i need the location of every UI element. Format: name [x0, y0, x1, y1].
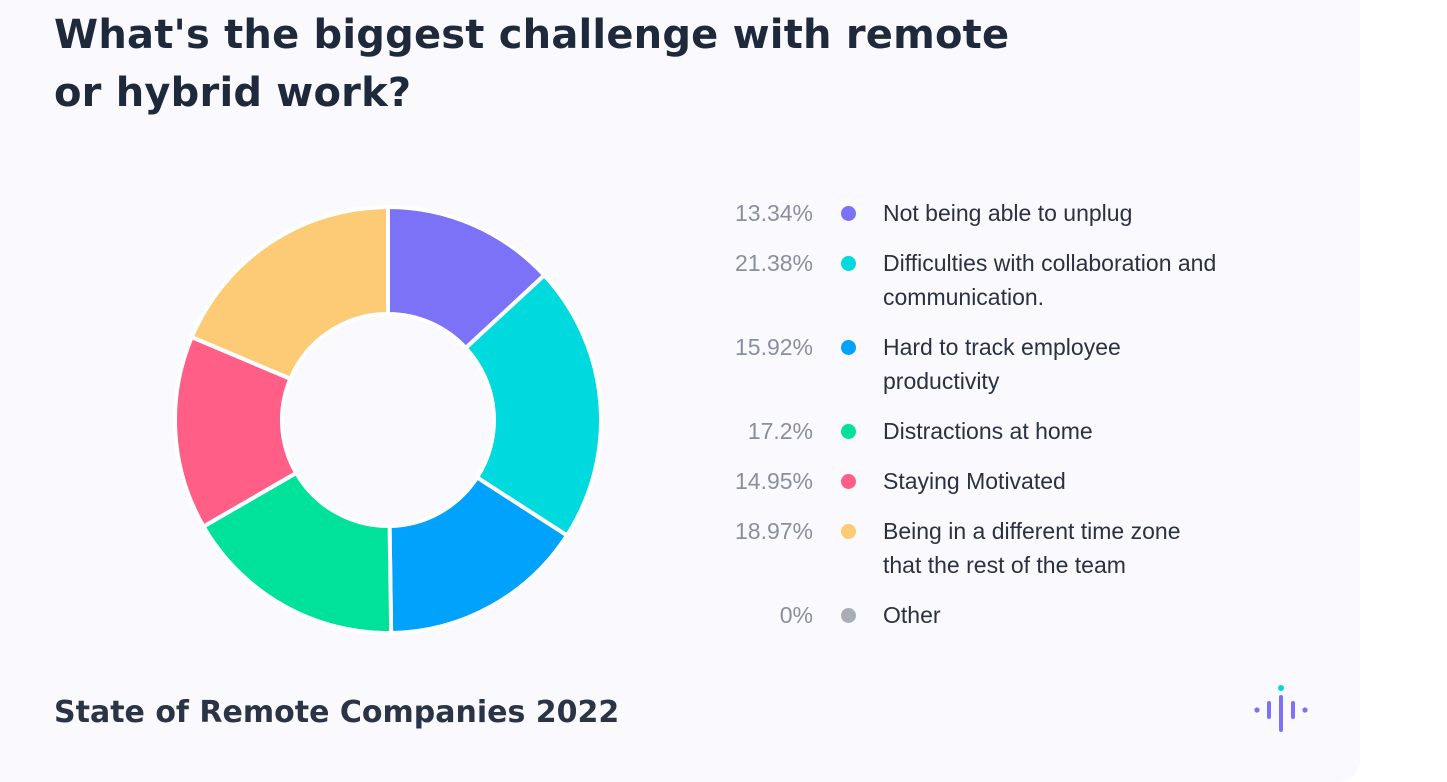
legend-dot-icon — [841, 206, 856, 221]
chart-legend: 13.34% Not being able to unplug 21.38% Diff… — [700, 196, 1260, 648]
legend-label: Distractions at home — [883, 418, 1093, 444]
legend-value: 15.92% — [734, 334, 813, 360]
legend-label: Difficulties with collaboration and comm… — [883, 250, 1217, 310]
donut-slice-1[interactable] — [463, 273, 603, 538]
legend-dot-icon — [841, 424, 856, 439]
legend-label: Not being able to unplug — [883, 200, 1133, 226]
donut-slice-5[interactable] — [189, 205, 390, 381]
legend-value: 18.97% — [734, 518, 813, 544]
legend-value: 0% — [779, 602, 813, 628]
legend-dot-icon — [841, 474, 856, 489]
legend-label: Staying Motivated — [883, 468, 1066, 494]
legend-label: Other — [883, 602, 941, 628]
legend-value: 14.95% — [734, 468, 813, 494]
sound-wave-logo-icon — [1254, 685, 1308, 732]
chart-card: What's the biggest challenge with remote… — [54, 12, 1308, 732]
chart-title: What's the biggest challenge with remote… — [54, 12, 1010, 116]
legend-item[interactable]: 13.34% Not being able to unplug — [700, 196, 1260, 230]
legend-value: 13.34% — [734, 200, 813, 226]
legend-item[interactable]: 15.92% Hard to track employee productivit… — [700, 330, 1260, 398]
donut-slice-3[interactable] — [201, 471, 394, 635]
legend-item[interactable]: 14.95% Staying Motivated — [700, 464, 1260, 498]
footer-caption: State of Remote Companies 2022 — [54, 695, 620, 730]
legend-item[interactable]: 18.97% Being in a different time zone tha… — [700, 514, 1260, 582]
legend-label: Hard to track employee productivity — [883, 334, 1121, 394]
legend-label: Being in a different time zone that the … — [883, 518, 1181, 578]
donut-slice-4[interactable] — [173, 335, 299, 529]
legend-item[interactable]: 17.2% Distractions at home — [700, 414, 1260, 448]
legend-dot-icon — [841, 256, 856, 271]
legend-item[interactable]: 21.38% Difficulties with collaboration an… — [700, 246, 1260, 314]
legend-dot-icon — [841, 524, 856, 539]
donut-chart — [173, 205, 603, 635]
donut-slice-2[interactable] — [387, 475, 569, 635]
legend-dot-icon — [841, 608, 856, 623]
legend-value: 17.2% — [747, 418, 813, 444]
legend-dot-icon — [841, 340, 856, 355]
legend-value: 21.38% — [734, 250, 813, 276]
legend-item[interactable]: 0% Other — [700, 598, 1260, 632]
